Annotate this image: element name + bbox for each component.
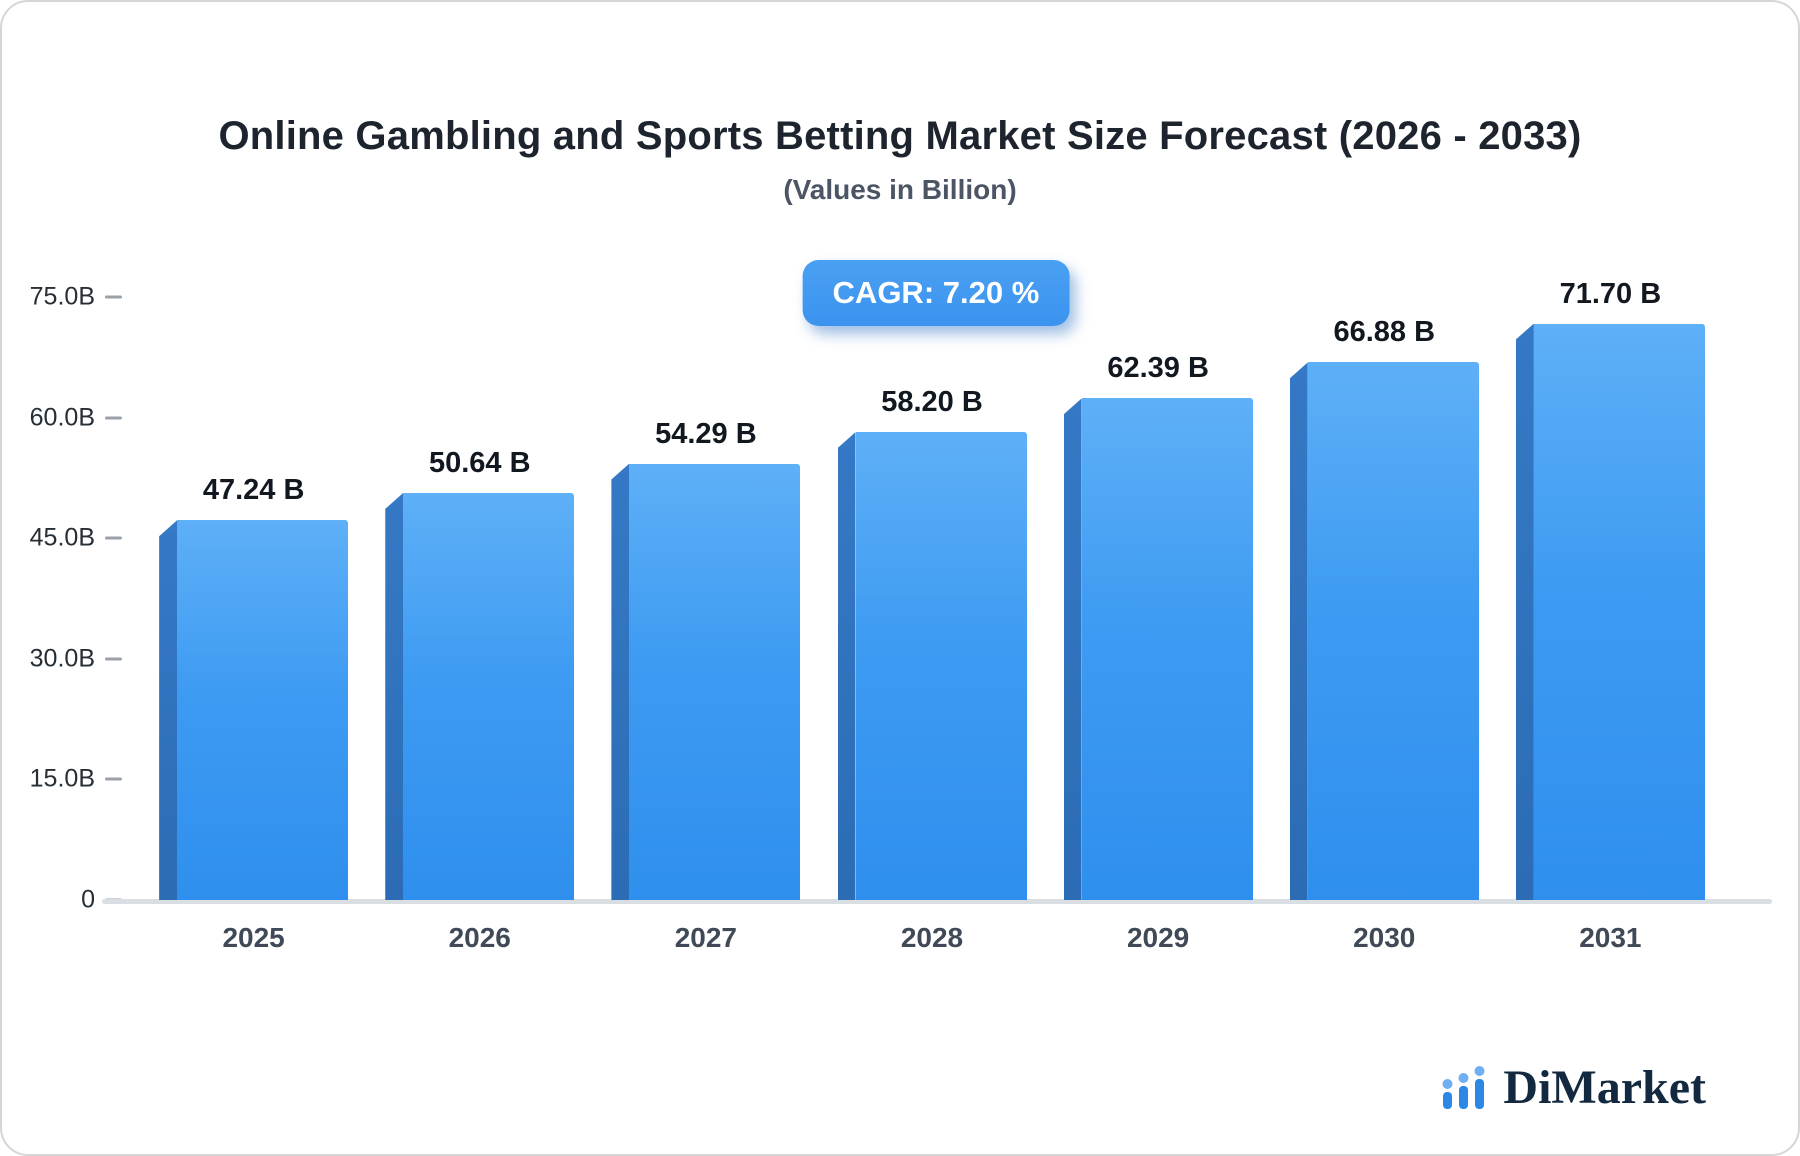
y-axis-tick-label: 15.0B <box>29 764 95 793</box>
bar-value-label: 62.39 B <box>1107 352 1209 385</box>
x-axis-label: 2026 <box>448 922 511 953</box>
chart-subtitle: (Values in Billion) <box>783 174 1017 205</box>
y-axis: 0 15.0B 30.0B 45.0B 60.0B 75.0B <box>2 283 122 914</box>
bar-side-face <box>1289 362 1308 900</box>
tick-mark <box>105 536 122 540</box>
brand-logo-text: DiMarket <box>1503 1061 1706 1114</box>
y-axis-tick-label: 0 <box>81 885 95 914</box>
tick-mark <box>105 416 122 420</box>
bar-chart-dots-icon <box>1442 1066 1485 1109</box>
bar-front-face <box>855 432 1027 900</box>
y-axis-tick: 75.0B <box>30 283 122 312</box>
tick-mark <box>105 657 122 661</box>
bar-side-face <box>611 463 630 900</box>
x-axis-label: 2028 <box>900 922 964 953</box>
y-axis-tick-label: 45.0B <box>29 523 95 552</box>
x-axis-line <box>102 899 1772 904</box>
bar-2027: 54.29 B <box>611 418 801 900</box>
bar-side-face <box>1063 398 1082 900</box>
bar-column: 58.20 B <box>837 386 1027 900</box>
bar-2025: 47.24 B <box>159 474 349 900</box>
bar-column: 54.29 B <box>611 418 801 900</box>
x-axis-label: 2025 <box>222 922 285 953</box>
cagr-badge: CAGR: 7.20 % <box>802 260 1070 326</box>
y-axis-tick-label: 75.0B <box>29 282 95 311</box>
bar-value-label: 66.88 B <box>1333 316 1436 349</box>
bar-value-label: 71.70 B <box>1559 277 1662 310</box>
bar-side-face <box>159 520 178 900</box>
chart-title: Online Gambling and Sports Betting Marke… <box>218 114 1582 158</box>
bar-side-face <box>385 492 404 900</box>
bar-column: 50.64 B <box>385 447 575 900</box>
x-axis-label: 2027 <box>674 922 738 953</box>
bar-side-face <box>837 432 856 900</box>
bar-2030: 66.88 B <box>1289 316 1479 900</box>
y-axis-tick: 15.0B <box>30 765 122 794</box>
y-axis-tick: 30.0B <box>30 644 122 673</box>
y-axis-tick-label: 30.0B <box>29 644 95 673</box>
bar-front-face <box>629 463 801 900</box>
y-axis-tick: 45.0B <box>30 524 122 553</box>
bar-column: 62.39 B <box>1063 352 1253 900</box>
bar-value-label: 47.24 B <box>202 474 305 507</box>
bar-front-face <box>177 520 349 900</box>
bar-column: 71.70 B <box>1515 278 1705 900</box>
x-axis-label: 2029 <box>1126 922 1190 953</box>
bar-front-face <box>1081 398 1253 900</box>
tick-mark <box>105 777 122 781</box>
bar-value-label: 50.64 B <box>428 446 531 479</box>
x-axis-label: 2031 <box>1579 922 1642 953</box>
x-axis-labels: 2025 2026 2027 2028 2029 2030 2031 <box>122 922 1742 954</box>
bar-column: 66.88 B <box>1289 316 1479 900</box>
bar-front-face <box>403 492 575 900</box>
bar-front-face <box>1533 323 1705 900</box>
brand-logo: DiMarket <box>1439 1062 1706 1112</box>
y-axis-tick: 60.0B <box>30 403 122 432</box>
bar-2031: 71.70 B <box>1515 278 1705 900</box>
bar-2029: 62.39 B <box>1063 352 1253 900</box>
bar-front-face <box>1307 362 1479 900</box>
bar-2026: 50.64 B <box>385 447 575 900</box>
bar-value-label: 58.20 B <box>881 386 983 419</box>
x-axis-label: 2030 <box>1353 922 1416 953</box>
bar-2028: 58.20 B <box>837 386 1027 900</box>
plot-area: 47.24 B 50.64 B 54.29 B 58.20 B 62.39 B 66.88… <box>102 278 1772 904</box>
y-axis-tick-label: 60.0B <box>29 403 95 432</box>
bar-side-face <box>1515 323 1534 900</box>
tick-mark <box>105 295 122 299</box>
bars-row: 47.24 B 50.64 B 54.29 B 58.20 B 62.39 B 66.88… <box>122 278 1742 900</box>
bar-value-label: 54.29 B <box>655 417 757 450</box>
bar-column: 47.24 B <box>159 474 349 900</box>
